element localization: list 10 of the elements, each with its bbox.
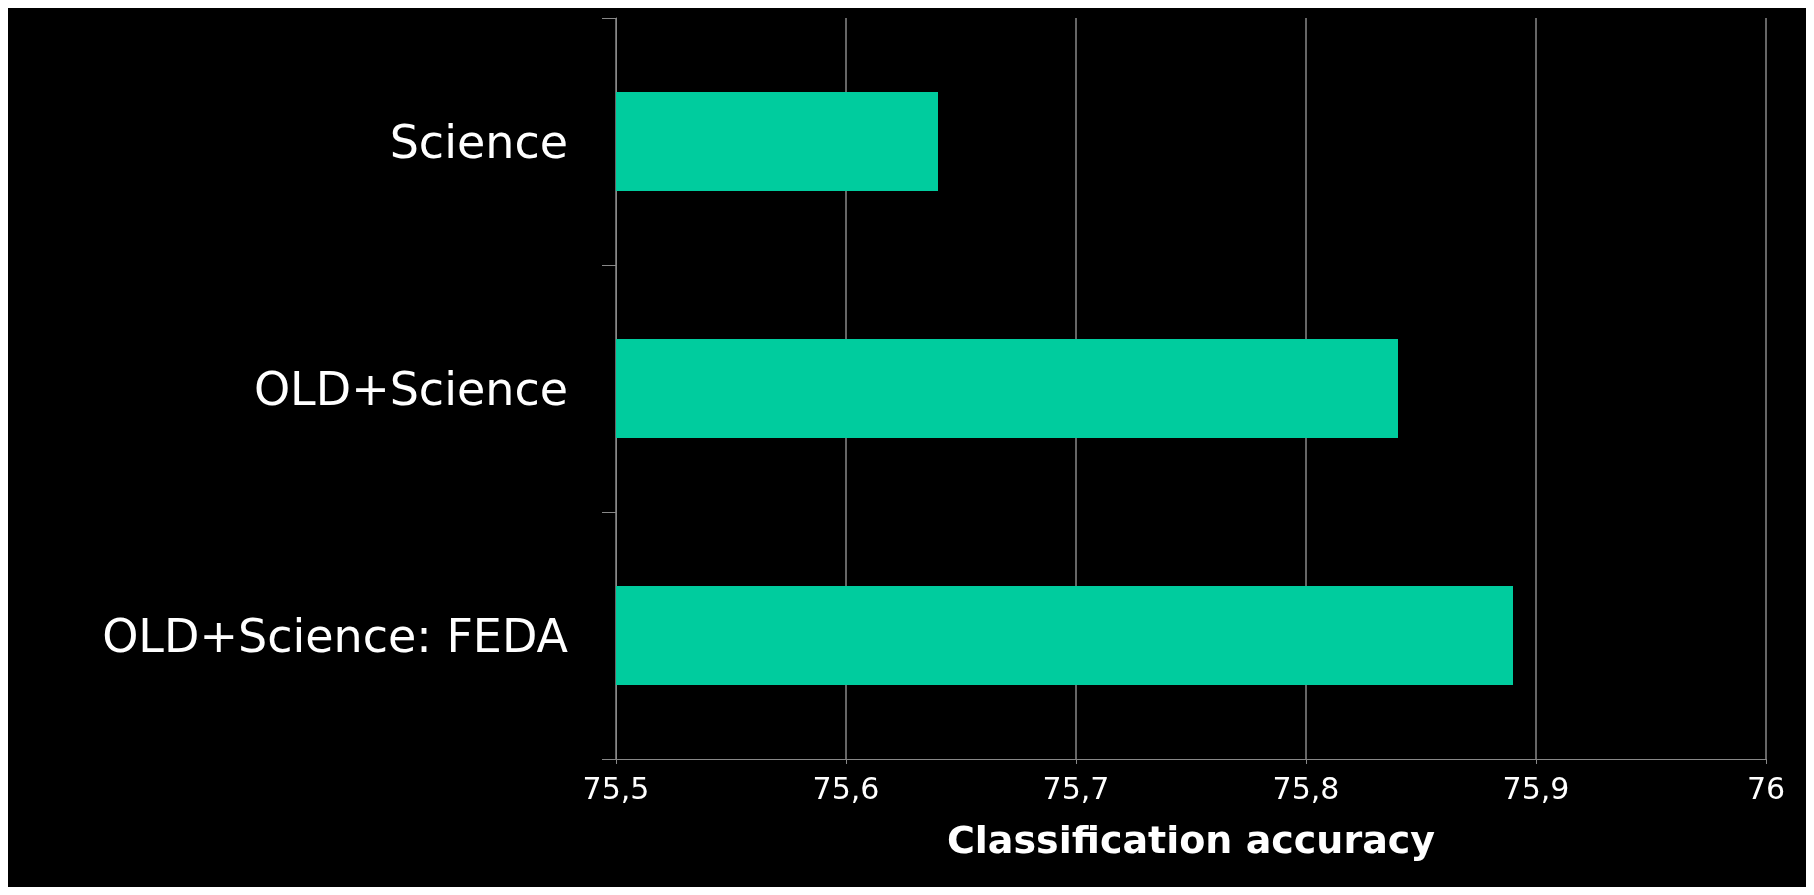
x-tick-label: 75,9 [1502, 770, 1570, 806]
y-tick-label: OLD+Science: FEDA [102, 608, 569, 663]
x-tick-label: 75,7 [1042, 770, 1110, 806]
x-axis-title: Classification accuracy [946, 818, 1436, 862]
x-tick-label: 75,6 [812, 770, 880, 806]
y-tick-label: Science [389, 114, 568, 169]
y-tick-label: OLD+Science [253, 361, 568, 416]
x-tick-label: 76 [1746, 770, 1786, 806]
x-tick-label: 75,8 [1272, 770, 1340, 806]
x-tick-label: 75,5 [582, 770, 650, 806]
